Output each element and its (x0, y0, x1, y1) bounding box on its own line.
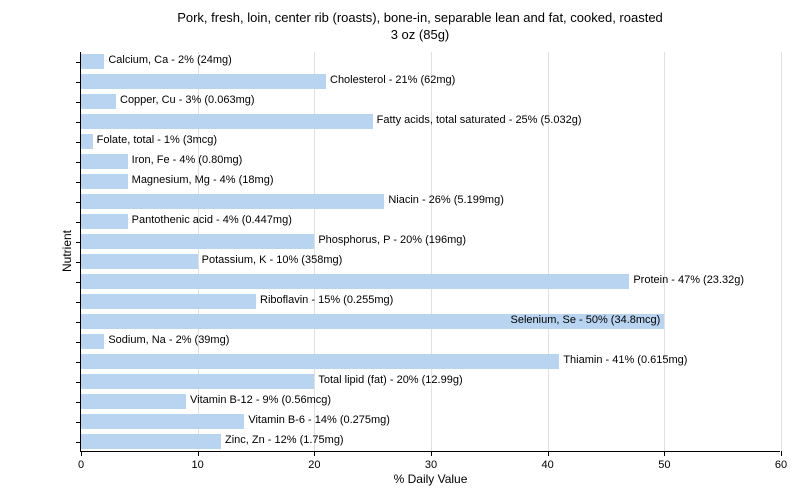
bar-row: Magnesium, Mg - 4% (18mg) (81, 174, 128, 189)
bar-label: Zinc, Zn - 12% (1.75mg) (225, 434, 344, 446)
x-tick-label: 0 (78, 459, 84, 471)
bar-row: Pantothenic acid - 4% (0.447mg) (81, 214, 128, 229)
bar-label: Cholesterol - 21% (62mg) (330, 74, 455, 86)
bar-label: Vitamin B-12 - 9% (0.56mcg) (190, 394, 331, 406)
bar-row: Sodium, Na - 2% (39mg) (81, 334, 104, 349)
bar-label: Protein - 47% (23.32g) (633, 274, 744, 286)
bar: Folate, total - 1% (3mcg) (81, 134, 93, 149)
gridline (548, 52, 549, 451)
bar: Protein - 47% (23.32g) (81, 274, 629, 289)
bar-row: Zinc, Zn - 12% (1.75mg) (81, 434, 221, 449)
bar: Fatty acids, total saturated - 25% (5.03… (81, 114, 373, 129)
plot-area: Nutrient % Daily Value 0102030405060Calc… (80, 52, 780, 452)
bar: Selenium, Se - 50% (34.8mcg) (81, 314, 664, 329)
x-tick-mark (81, 451, 82, 456)
x-tick-mark (198, 451, 199, 456)
bar-label: Thiamin - 41% (0.615mg) (563, 354, 687, 366)
bar-row: Iron, Fe - 4% (0.80mg) (81, 154, 128, 169)
bar-row: Thiamin - 41% (0.615mg) (81, 354, 559, 369)
bar-row: Phosphorus, P - 20% (196mg) (81, 234, 314, 249)
bar-label: Copper, Cu - 3% (0.063mg) (120, 94, 255, 106)
y-axis-label: Nutrient (60, 230, 74, 272)
bar-row: Copper, Cu - 3% (0.063mg) (81, 94, 116, 109)
bar-row: Vitamin B-6 - 14% (0.275mg) (81, 414, 244, 429)
x-tick-mark (314, 451, 315, 456)
bar-label: Sodium, Na - 2% (39mg) (108, 334, 229, 346)
x-tick-mark (431, 451, 432, 456)
bar: Total lipid (fat) - 20% (12.99g) (81, 374, 314, 389)
gridline (198, 52, 199, 451)
bar-row: Folate, total - 1% (3mcg) (81, 134, 93, 149)
bar-row: Potassium, K - 10% (358mg) (81, 254, 198, 269)
x-tick-label: 50 (658, 459, 670, 471)
bar: Phosphorus, P - 20% (196mg) (81, 234, 314, 249)
bar-row: Selenium, Se - 50% (34.8mcg) (81, 314, 664, 329)
bar: Cholesterol - 21% (62mg) (81, 74, 326, 89)
bar: Potassium, K - 10% (358mg) (81, 254, 198, 269)
bar-label: Vitamin B-6 - 14% (0.275mg) (248, 414, 390, 426)
bar-label: Fatty acids, total saturated - 25% (5.03… (377, 114, 582, 126)
bar-label: Riboflavin - 15% (0.255mg) (260, 294, 393, 306)
x-tick-label: 10 (192, 459, 204, 471)
bar-label: Pantothenic acid - 4% (0.447mg) (132, 214, 292, 226)
gridline (431, 52, 432, 451)
bar-row: Calcium, Ca - 2% (24mg) (81, 54, 104, 69)
bar: Calcium, Ca - 2% (24mg) (81, 54, 104, 69)
bar-label: Calcium, Ca - 2% (24mg) (108, 54, 231, 66)
x-tick-mark (548, 451, 549, 456)
bar-label: Potassium, K - 10% (358mg) (202, 254, 343, 266)
bar: Magnesium, Mg - 4% (18mg) (81, 174, 128, 189)
x-tick-label: 60 (775, 459, 787, 471)
bar-row: Niacin - 26% (5.199mg) (81, 194, 384, 209)
bar-row: Vitamin B-12 - 9% (0.56mcg) (81, 394, 186, 409)
bar: Vitamin B-12 - 9% (0.56mcg) (81, 394, 186, 409)
x-tick-mark (664, 451, 665, 456)
x-tick-label: 20 (308, 459, 320, 471)
bar: Copper, Cu - 3% (0.063mg) (81, 94, 116, 109)
bar-row: Cholesterol - 21% (62mg) (81, 74, 326, 89)
bar: Niacin - 26% (5.199mg) (81, 194, 384, 209)
title-line1: Pork, fresh, loin, center rib (roasts), … (60, 10, 780, 27)
bar: Pantothenic acid - 4% (0.447mg) (81, 214, 128, 229)
gridline (781, 52, 782, 451)
gridline (664, 52, 665, 451)
bar-label: Folate, total - 1% (3mcg) (97, 134, 217, 146)
x-axis-label: % Daily Value (394, 472, 468, 486)
x-tick-label: 30 (425, 459, 437, 471)
bar-row: Riboflavin - 15% (0.255mg) (81, 294, 256, 309)
bar-row: Fatty acids, total saturated - 25% (5.03… (81, 114, 373, 129)
chart-container: Pork, fresh, loin, center rib (roasts), … (0, 0, 800, 500)
bar-label: Total lipid (fat) - 20% (12.99g) (318, 374, 462, 386)
gridline (314, 52, 315, 451)
x-tick-mark (781, 451, 782, 456)
title-line2: 3 oz (85g) (60, 27, 780, 44)
bar-label: Niacin - 26% (5.199mg) (388, 194, 504, 206)
chart-title: Pork, fresh, loin, center rib (roasts), … (60, 10, 780, 44)
bar-label: Magnesium, Mg - 4% (18mg) (132, 174, 274, 186)
bar-label: Selenium, Se - 50% (34.8mcg) (511, 314, 661, 326)
bar: Riboflavin - 15% (0.255mg) (81, 294, 256, 309)
bar: Sodium, Na - 2% (39mg) (81, 334, 104, 349)
bar: Iron, Fe - 4% (0.80mg) (81, 154, 128, 169)
x-tick-label: 40 (542, 459, 554, 471)
bar: Thiamin - 41% (0.615mg) (81, 354, 559, 369)
bar-label: Iron, Fe - 4% (0.80mg) (132, 154, 243, 166)
bar: Vitamin B-6 - 14% (0.275mg) (81, 414, 244, 429)
bar-row: Total lipid (fat) - 20% (12.99g) (81, 374, 314, 389)
bar: Zinc, Zn - 12% (1.75mg) (81, 434, 221, 449)
bar-row: Protein - 47% (23.32g) (81, 274, 629, 289)
bar-label: Phosphorus, P - 20% (196mg) (318, 234, 466, 246)
